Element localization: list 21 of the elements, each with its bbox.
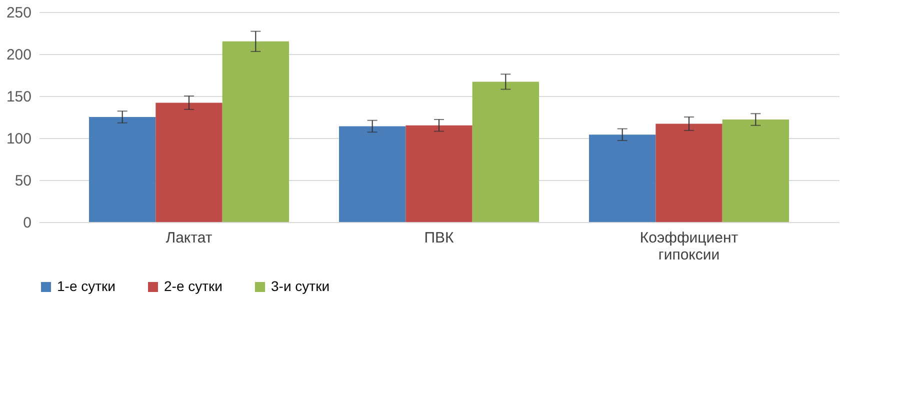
y-tick-label: 0 — [23, 214, 32, 232]
y-tick-label: 100 — [6, 130, 32, 148]
bar — [589, 134, 656, 222]
y-tick-label: 200 — [6, 46, 32, 64]
x-tick-label: Лактат — [166, 230, 212, 246]
bar — [89, 117, 156, 222]
y-tick-label: 50 — [14, 172, 32, 190]
y-tick-label: 250 — [6, 4, 32, 22]
legend-label: 3-и сутки — [271, 278, 330, 294]
bar — [156, 102, 222, 222]
legend-label: 2-е сутки — [164, 278, 222, 294]
bar — [222, 41, 289, 222]
bar — [656, 124, 722, 222]
bar — [339, 126, 406, 222]
y-tick-label: 150 — [6, 88, 32, 106]
legend-label: 1-е сутки — [57, 278, 116, 294]
bar — [406, 125, 472, 222]
bar — [472, 82, 539, 222]
x-tick-label: Коэффициент гипоксии — [640, 230, 738, 264]
bar — [722, 120, 789, 222]
x-tick-label: ПВК — [424, 230, 454, 246]
